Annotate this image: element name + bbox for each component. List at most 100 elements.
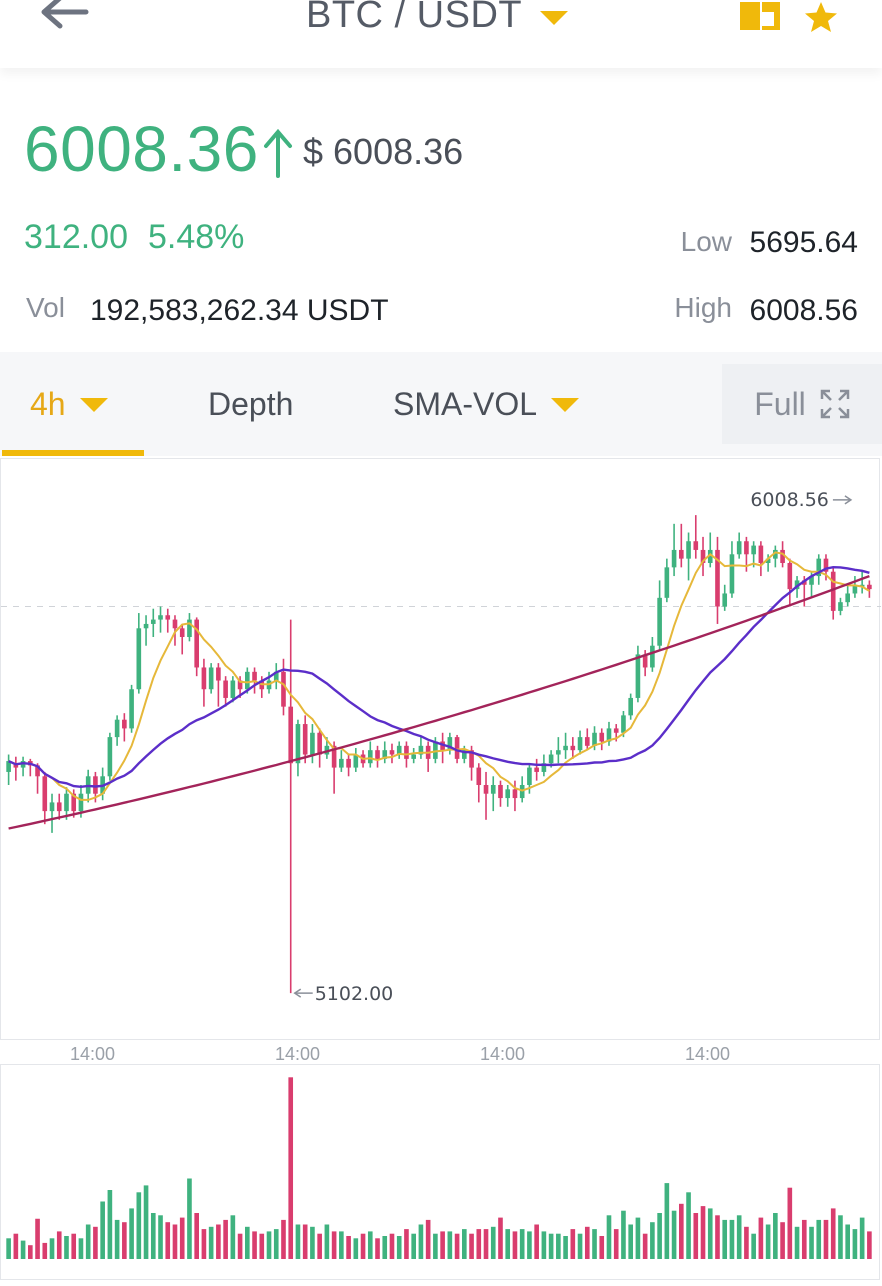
volume-bar <box>389 1233 395 1259</box>
candle-body <box>331 745 337 768</box>
volume-bar <box>679 1203 684 1259</box>
candle-body <box>512 789 518 799</box>
arrow-up-icon <box>264 128 292 178</box>
candle-body <box>613 728 619 733</box>
candle-body <box>852 584 858 594</box>
volume-bar <box>577 1233 583 1259</box>
fullscreen-button[interactable]: Full <box>722 364 882 444</box>
candle-body <box>780 549 785 563</box>
back-arrow-icon[interactable] <box>34 0 94 38</box>
volume-bar <box>158 1215 163 1259</box>
low-value: 5695.64 <box>749 226 858 259</box>
volume-bar <box>42 1242 48 1259</box>
volume-bar <box>592 1229 597 1259</box>
volume-bar <box>664 1183 670 1259</box>
volume-bar <box>266 1231 272 1259</box>
candle-body <box>483 785 489 794</box>
volume-bar <box>867 1231 872 1259</box>
volume-bar <box>845 1224 850 1259</box>
candle-body <box>353 754 359 768</box>
candle-body <box>201 667 207 690</box>
volume-bar <box>751 1233 756 1259</box>
tab-depth[interactable]: Depth <box>208 386 293 423</box>
book-icon[interactable] <box>738 0 782 34</box>
volume-bar <box>404 1229 409 1259</box>
volume-bar <box>324 1224 330 1259</box>
volume-bar <box>830 1208 836 1259</box>
star-icon[interactable] <box>803 0 839 36</box>
volume-bar <box>671 1210 677 1259</box>
volume-chart[interactable] <box>0 1064 880 1280</box>
volume-bar <box>512 1231 518 1259</box>
volume-bar <box>208 1226 214 1259</box>
volume-bar <box>346 1236 351 1259</box>
candle-body <box>476 767 482 785</box>
volume-bar <box>223 1219 228 1259</box>
volume-bar <box>85 1224 91 1259</box>
active-tab-indicator <box>2 450 144 456</box>
volume-bar <box>570 1229 576 1259</box>
candle-body <box>42 776 48 812</box>
candle-body <box>671 549 677 568</box>
volume-bar <box>71 1233 77 1259</box>
volume-bar <box>353 1238 359 1259</box>
change-pct: 5.48% <box>148 218 245 256</box>
volume-bar <box>454 1233 460 1259</box>
volume-bar <box>816 1219 822 1259</box>
candle-body <box>252 671 257 681</box>
candle-body <box>281 671 286 707</box>
volume-bar <box>433 1233 438 1259</box>
volume-bar <box>35 1218 40 1259</box>
pair-selector[interactable]: BTC / USDT <box>306 0 569 37</box>
candle-chart[interactable]: 6008.56 5102.00 <box>0 458 881 1040</box>
candle-body <box>577 737 583 751</box>
tab-interval[interactable]: 4h <box>30 386 108 423</box>
volume-bar <box>744 1226 749 1259</box>
candle-body <box>729 554 735 594</box>
candle-body <box>35 765 40 777</box>
candle-body <box>534 767 539 772</box>
candle-body <box>686 541 691 559</box>
candle-body <box>570 745 576 751</box>
volume-bar <box>556 1233 561 1259</box>
candle-body <box>606 728 612 742</box>
tab-indicator[interactable]: SMA-VOL <box>393 386 580 423</box>
candle-body <box>150 619 156 624</box>
volume-bar <box>765 1224 771 1259</box>
candle-body <box>367 750 373 764</box>
candle-body <box>447 737 453 751</box>
candle-body <box>288 706 294 764</box>
volume-bar <box>360 1233 366 1259</box>
candle-body <box>556 750 561 755</box>
candle-body <box>93 776 98 794</box>
volume-bar <box>114 1219 120 1259</box>
candle-body <box>114 719 120 738</box>
volume-bar <box>187 1178 192 1259</box>
candle-body <box>599 732 605 742</box>
volume-bar <box>107 1190 113 1259</box>
volume-bar <box>339 1231 344 1259</box>
candle-body <box>801 580 807 585</box>
volume-bar <box>93 1226 98 1259</box>
candle-body <box>527 767 532 785</box>
candle-body <box>635 654 641 698</box>
candle-body <box>498 785 503 799</box>
volume-bar <box>794 1226 800 1259</box>
candle-body <box>548 754 554 764</box>
candle-body <box>541 763 547 772</box>
candle-body <box>693 541 699 550</box>
volume-bar <box>28 1245 33 1259</box>
volume-bar <box>49 1238 55 1259</box>
volume-bar <box>715 1215 720 1259</box>
volume-bar <box>859 1217 865 1259</box>
candle-body <box>505 789 511 799</box>
candle-body <box>736 541 742 555</box>
volume-bar <box>498 1217 503 1259</box>
volume-bar <box>519 1229 525 1259</box>
candle-body <box>302 724 308 755</box>
min-price-arrow-icon <box>293 988 302 998</box>
volume-bar <box>462 1229 467 1259</box>
candle-body <box>208 667 214 690</box>
volume-bar <box>396 1236 402 1259</box>
candle-body <box>6 761 11 772</box>
